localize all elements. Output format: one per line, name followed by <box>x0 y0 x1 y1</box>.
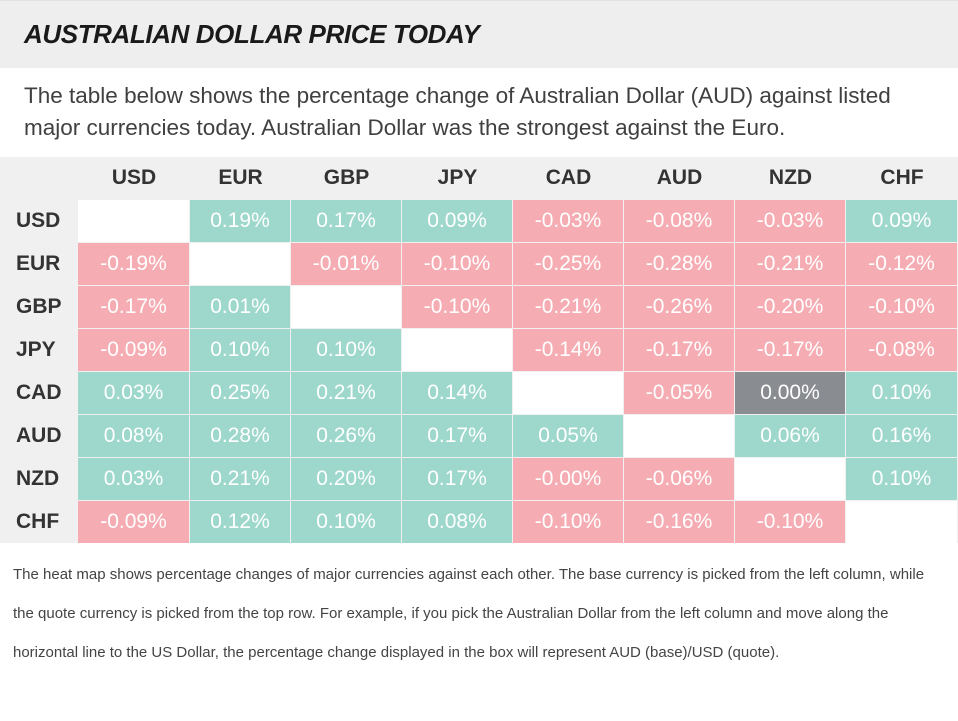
heatmap-cell-usd-nzd: -0.03% <box>735 200 845 242</box>
heatmap-cell-chf-aud: -0.16% <box>624 501 734 543</box>
heatmap-cell-cad-eur: 0.25% <box>190 372 290 414</box>
heatmap-cell-jpy-usd: -0.09% <box>78 329 189 371</box>
heatmap-cell-jpy-gbp: 0.10% <box>291 329 401 371</box>
heatmap-cell-usd-gbp: 0.17% <box>291 200 401 242</box>
heatmap-cell-eur-cad: -0.25% <box>513 243 623 285</box>
column-header-jpy: JPY <box>437 166 478 189</box>
row-header-nzd: NZD <box>16 467 60 490</box>
row-header-jpy: JPY <box>16 338 56 361</box>
heatmap-cell-chf-usd: -0.09% <box>78 501 189 543</box>
heatmap-cell-gbp-gbp <box>291 286 401 328</box>
heatmap-cell-eur-jpy: -0.10% <box>402 243 512 285</box>
heatmap-cell-jpy-cad: -0.14% <box>513 329 623 371</box>
heatmap-cell-cad-usd: 0.03% <box>78 372 189 414</box>
heatmap-cell-aud-cad: 0.05% <box>513 415 623 457</box>
heatmap-cell-aud-chf: 0.16% <box>846 415 957 457</box>
heatmap-cell-aud-gbp: 0.26% <box>291 415 401 457</box>
heatmap-cell-chf-nzd: -0.10% <box>735 501 845 543</box>
heatmap-cell-eur-usd: -0.19% <box>78 243 189 285</box>
heatmap-cell-eur-eur <box>190 243 290 285</box>
header-bar: AUSTRALIAN DOLLAR PRICE TODAY <box>0 0 958 68</box>
heatmap-cell-nzd-chf: 0.10% <box>846 458 957 500</box>
heatmap-cell-gbp-cad: -0.21% <box>513 286 623 328</box>
heatmap-cell-nzd-cad: -0.00% <box>513 458 623 500</box>
column-header-aud: AUD <box>656 166 703 189</box>
heatmap-cell-jpy-nzd: -0.17% <box>735 329 845 371</box>
heatmap-cell-jpy-jpy <box>402 329 512 371</box>
heatmap-cell-nzd-usd: 0.03% <box>78 458 189 500</box>
row-header-aud: AUD <box>16 424 62 447</box>
heatmap-cell-chf-eur: 0.12% <box>190 501 290 543</box>
heatmap-cell-eur-aud: -0.28% <box>624 243 734 285</box>
footer-note: The heat map shows percentage changes of… <box>13 566 925 661</box>
heatmap-cell-chf-cad: -0.10% <box>513 501 623 543</box>
heatmap-cell-cad-jpy: 0.14% <box>402 372 512 414</box>
heatmap-cell-jpy-chf: -0.08% <box>846 329 957 371</box>
page-title: AUSTRALIAN DOLLAR PRICE TODAY <box>24 19 480 49</box>
row-header-gbp: GBP <box>16 295 62 318</box>
row-header-eur: EUR <box>16 252 61 275</box>
heatmap-cell-chf-jpy: 0.08% <box>402 501 512 543</box>
heatmap-cell-cad-chf: 0.10% <box>846 372 957 414</box>
heatmap-cell-gbp-aud: -0.26% <box>624 286 734 328</box>
heatmap-cell-usd-cad: -0.03% <box>513 200 623 242</box>
column-header-usd: USD <box>111 166 157 189</box>
heatmap-cell-jpy-eur: 0.10% <box>190 329 290 371</box>
heatmap-cell-cad-gbp: 0.21% <box>291 372 401 414</box>
row-header-cad: CAD <box>16 381 62 404</box>
heatmap-cell-aud-eur: 0.28% <box>190 415 290 457</box>
heatmap-cell-gbp-chf: -0.10% <box>846 286 957 328</box>
row-header-chf: CHF <box>16 510 60 533</box>
column-header-gbp: GBP <box>323 166 370 189</box>
heatmap-cell-cad-cad <box>513 372 623 414</box>
row-header-usd: USD <box>16 209 61 232</box>
heatmap-cell-jpy-aud: -0.17% <box>624 329 734 371</box>
heatmap-cell-nzd-nzd <box>735 458 845 500</box>
heatmap-cell-cad-aud: -0.05% <box>624 372 734 414</box>
heatmap-cell-usd-usd <box>78 200 189 242</box>
heatmap-cell-chf-chf <box>846 501 957 543</box>
heatmap-cell-gbp-eur: 0.01% <box>190 286 290 328</box>
heatmap-cell-aud-aud <box>624 415 734 457</box>
heatmap-cell-usd-eur: 0.19% <box>190 200 290 242</box>
column-header-eur: EUR <box>218 166 263 189</box>
heatmap-cell-gbp-usd: -0.17% <box>78 286 189 328</box>
heatmap-cell-eur-gbp: -0.01% <box>291 243 401 285</box>
heatmap-cell-eur-nzd: -0.21% <box>735 243 845 285</box>
heatmap-cell-nzd-jpy: 0.17% <box>402 458 512 500</box>
currency-heatmap: USD EUR GBP JPY CAD AUD NZD CHF USD 0.19% 0.17% 0.0… <box>0 157 958 543</box>
column-header-cad: CAD <box>545 166 592 189</box>
heatmap-cell-cad-nzd: 0.00% <box>735 372 845 414</box>
heatmap-cell-nzd-gbp: 0.20% <box>291 458 401 500</box>
heatmap-cell-usd-chf: 0.09% <box>846 200 957 242</box>
column-header-nzd: NZD <box>768 166 813 189</box>
column-header-chf: CHF <box>880 166 924 189</box>
intro-text: The table below shows the percentage cha… <box>24 83 891 140</box>
heatmap-cell-gbp-nzd: -0.20% <box>735 286 845 328</box>
heatmap-cell-nzd-aud: -0.06% <box>624 458 734 500</box>
heatmap-cell-aud-nzd: 0.06% <box>735 415 845 457</box>
heatmap-cell-usd-jpy: 0.09% <box>402 200 512 242</box>
heatmap-cell-nzd-eur: 0.21% <box>190 458 290 500</box>
heatmap-cell-eur-chf: -0.12% <box>846 243 957 285</box>
heatmap-cell-gbp-jpy: -0.10% <box>402 286 512 328</box>
heatmap-cell-aud-jpy: 0.17% <box>402 415 512 457</box>
heatmap-cell-chf-gbp: 0.10% <box>291 501 401 543</box>
heatmap-cell-aud-usd: 0.08% <box>78 415 189 457</box>
heatmap-cell-usd-aud: -0.08% <box>624 200 734 242</box>
